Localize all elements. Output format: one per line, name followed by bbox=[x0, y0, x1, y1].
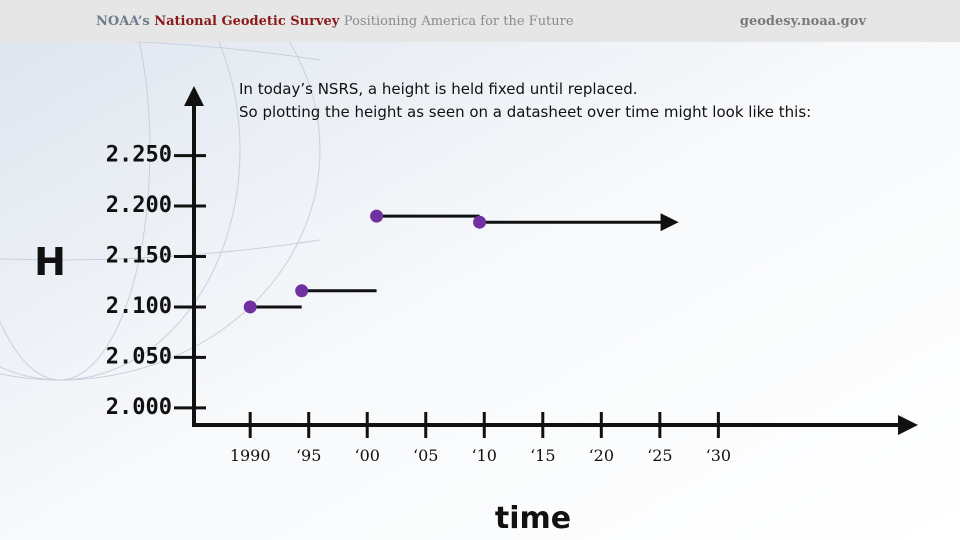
x-tick-label: ‘15 bbox=[530, 446, 555, 465]
y-tick-label: 2.200 bbox=[106, 193, 172, 218]
chart-subtitle: So plotting the height as seen on a data… bbox=[239, 103, 811, 121]
x-tick-label: 1990 bbox=[230, 446, 271, 465]
y-tick-label: 2.250 bbox=[106, 143, 172, 168]
header-agency: National Geodetic Survey bbox=[154, 14, 340, 29]
header-bar bbox=[0, 0, 960, 42]
height-point bbox=[370, 209, 384, 223]
header-text: NOAA’s National Geodetic Survey Position… bbox=[96, 14, 574, 29]
x-tick-label: ‘30 bbox=[706, 446, 731, 465]
height-point bbox=[473, 215, 487, 229]
x-axis-label: time bbox=[495, 501, 571, 536]
y-tick-label: 2.050 bbox=[106, 344, 172, 369]
x-tick-label: ‘20 bbox=[589, 446, 614, 465]
y-tick-label: 2.100 bbox=[106, 294, 172, 319]
x-tick-label: ‘95 bbox=[296, 446, 321, 465]
x-tick-label: ‘10 bbox=[472, 446, 497, 465]
y-tick-label: 2.150 bbox=[106, 244, 172, 269]
header-url: geodesy.noaa.gov bbox=[740, 14, 867, 29]
height-point bbox=[243, 300, 257, 314]
height-point bbox=[295, 284, 309, 298]
header-org: NOAA’s bbox=[96, 14, 150, 29]
y-axis-label: H bbox=[34, 240, 66, 284]
y-tick-label: 2.000 bbox=[106, 395, 172, 420]
chart-title: In today’s NSRS, a height is held fixed … bbox=[239, 80, 638, 98]
x-tick-label: ‘00 bbox=[355, 446, 380, 465]
x-tick-label: ‘25 bbox=[647, 446, 672, 465]
x-tick-label: ‘05 bbox=[413, 446, 438, 465]
header-tagline: Positioning America for the Future bbox=[344, 14, 574, 29]
